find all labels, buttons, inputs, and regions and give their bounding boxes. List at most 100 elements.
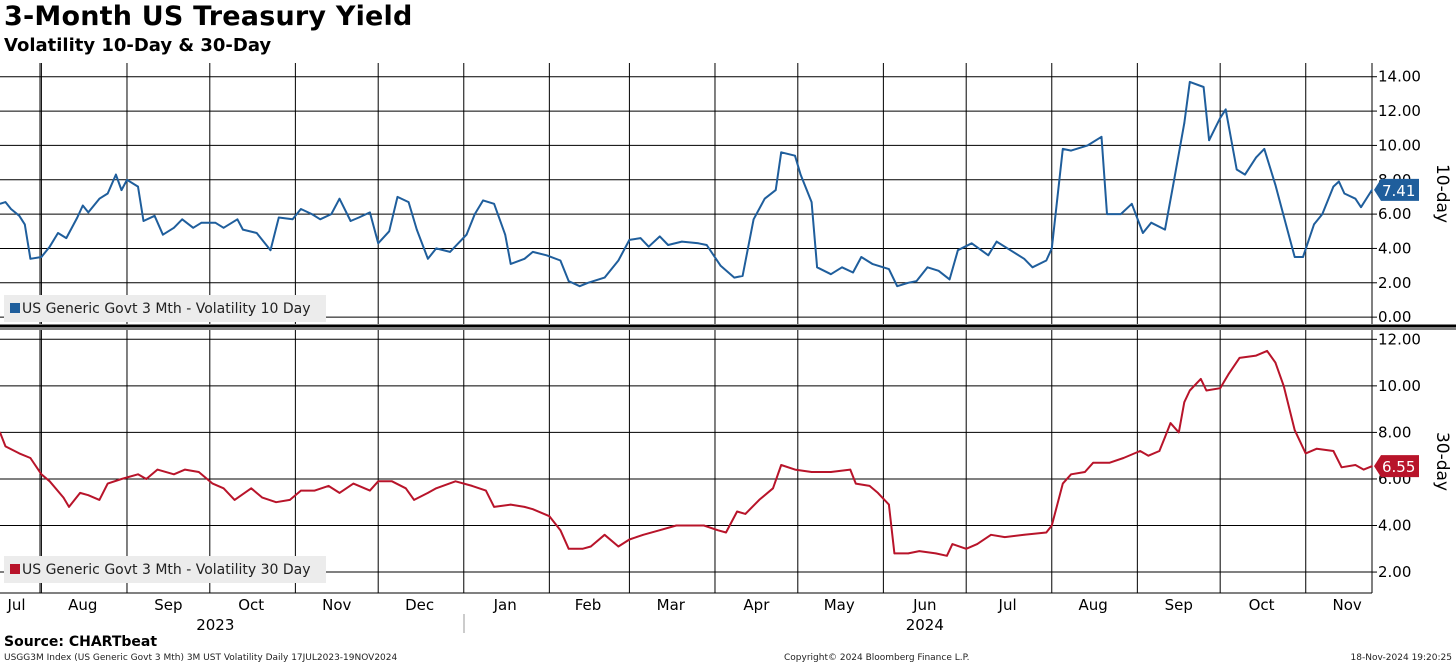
- data-point: [19, 453, 21, 455]
- data-point: [49, 481, 51, 483]
- data-point: [703, 525, 705, 527]
- data-point: [1139, 450, 1141, 452]
- data-point: [587, 282, 589, 284]
- data-point: [780, 152, 782, 154]
- data-point: [1023, 258, 1025, 260]
- data-point: [262, 497, 264, 499]
- data-point: [830, 273, 832, 275]
- data-point: [146, 478, 148, 480]
- data-point: [137, 186, 139, 188]
- data-point: [30, 457, 32, 459]
- data-point: [121, 478, 123, 480]
- data-point: [1046, 532, 1048, 534]
- data-point: [698, 243, 700, 245]
- data-point: [1266, 350, 1268, 352]
- data-point: [1244, 174, 1246, 176]
- data-point: [1184, 401, 1186, 403]
- data-point: [68, 506, 70, 508]
- data-point: [137, 474, 139, 476]
- data-point: [1142, 232, 1144, 234]
- data-point: [794, 155, 796, 157]
- data-point: [1087, 145, 1089, 147]
- data-point: [642, 534, 644, 536]
- data-point: [734, 277, 736, 279]
- series-line-10-day: [0, 82, 1372, 286]
- data-point: [1283, 385, 1285, 387]
- data-point: [1275, 184, 1277, 186]
- data-point: [1355, 464, 1357, 466]
- data-point: [976, 543, 978, 545]
- data-point: [560, 260, 562, 262]
- data-point: [369, 490, 371, 492]
- data-point: [154, 215, 156, 217]
- data-point: [99, 198, 101, 200]
- data-point: [24, 224, 26, 226]
- data-point: [1333, 450, 1335, 452]
- data-point: [115, 174, 117, 176]
- data-point: [1371, 189, 1373, 191]
- data-point: [369, 212, 371, 214]
- data-point: [742, 275, 744, 277]
- data-point: [549, 515, 551, 517]
- x-year-label: 2024: [906, 616, 944, 634]
- data-point: [640, 237, 642, 239]
- x-tick-label: Jan: [493, 596, 517, 614]
- data-point: [1203, 86, 1205, 88]
- data-point: [223, 227, 225, 229]
- data-point: [474, 213, 476, 215]
- data-point: [1092, 462, 1094, 464]
- legend-label: US Generic Govt 3 Mth - Volatility 30 Da…: [22, 562, 311, 578]
- data-point: [1062, 148, 1064, 150]
- data-point: [772, 488, 774, 490]
- data-point: [455, 481, 457, 483]
- data-point: [331, 213, 333, 215]
- x-tick-label: Mar: [657, 596, 686, 614]
- data-point: [1275, 362, 1277, 364]
- data-point: [725, 532, 727, 534]
- index-description: USGG3M Index (US Generic Govt 3 Mth) 3M …: [4, 653, 397, 663]
- y-tick-label: 14.00: [1378, 68, 1421, 86]
- data-point: [1189, 81, 1191, 83]
- data-point: [1131, 203, 1133, 205]
- data-point: [590, 546, 592, 548]
- y-tick-label: 12.00: [1378, 330, 1421, 348]
- y-tick-label: 2.00: [1378, 274, 1411, 292]
- data-point: [319, 219, 321, 221]
- data-point: [1170, 422, 1172, 424]
- x-tick-label: Aug: [1079, 596, 1108, 614]
- data-point: [1316, 448, 1318, 450]
- data-point: [242, 229, 244, 231]
- y-tick-label: 0.00: [1378, 308, 1411, 326]
- data-point: [971, 243, 973, 245]
- data-point: [816, 267, 818, 269]
- data-point: [41, 256, 43, 258]
- data-point: [88, 494, 90, 496]
- data-point: [667, 244, 669, 246]
- y-tick-label: 6.00: [1378, 205, 1411, 223]
- data-point: [192, 227, 194, 229]
- data-point: [717, 529, 719, 531]
- data-point: [198, 471, 200, 473]
- x-tick-label: Jul: [998, 596, 1017, 614]
- data-point: [1200, 378, 1202, 380]
- data-point: [896, 285, 898, 287]
- data-point: [894, 553, 896, 555]
- x-tick-label: Feb: [575, 596, 602, 614]
- data-point: [391, 481, 393, 483]
- data-point: [328, 485, 330, 487]
- x-tick-label: Nov: [322, 596, 351, 614]
- y-tick-label: 8.00: [1378, 423, 1411, 441]
- data-point: [1184, 122, 1186, 124]
- data-point: [1294, 429, 1296, 431]
- data-point: [830, 471, 832, 473]
- x-tick-label: Dec: [405, 596, 434, 614]
- data-point: [504, 234, 506, 236]
- data-point: [270, 249, 272, 251]
- last-value-label: 6.55: [1382, 458, 1415, 476]
- x-year-label: 2023: [196, 616, 234, 634]
- data-point: [1305, 453, 1307, 455]
- y-axis-title: 10-day: [1432, 164, 1452, 223]
- data-point: [957, 249, 959, 251]
- data-point: [1150, 222, 1152, 224]
- data-point: [88, 212, 90, 214]
